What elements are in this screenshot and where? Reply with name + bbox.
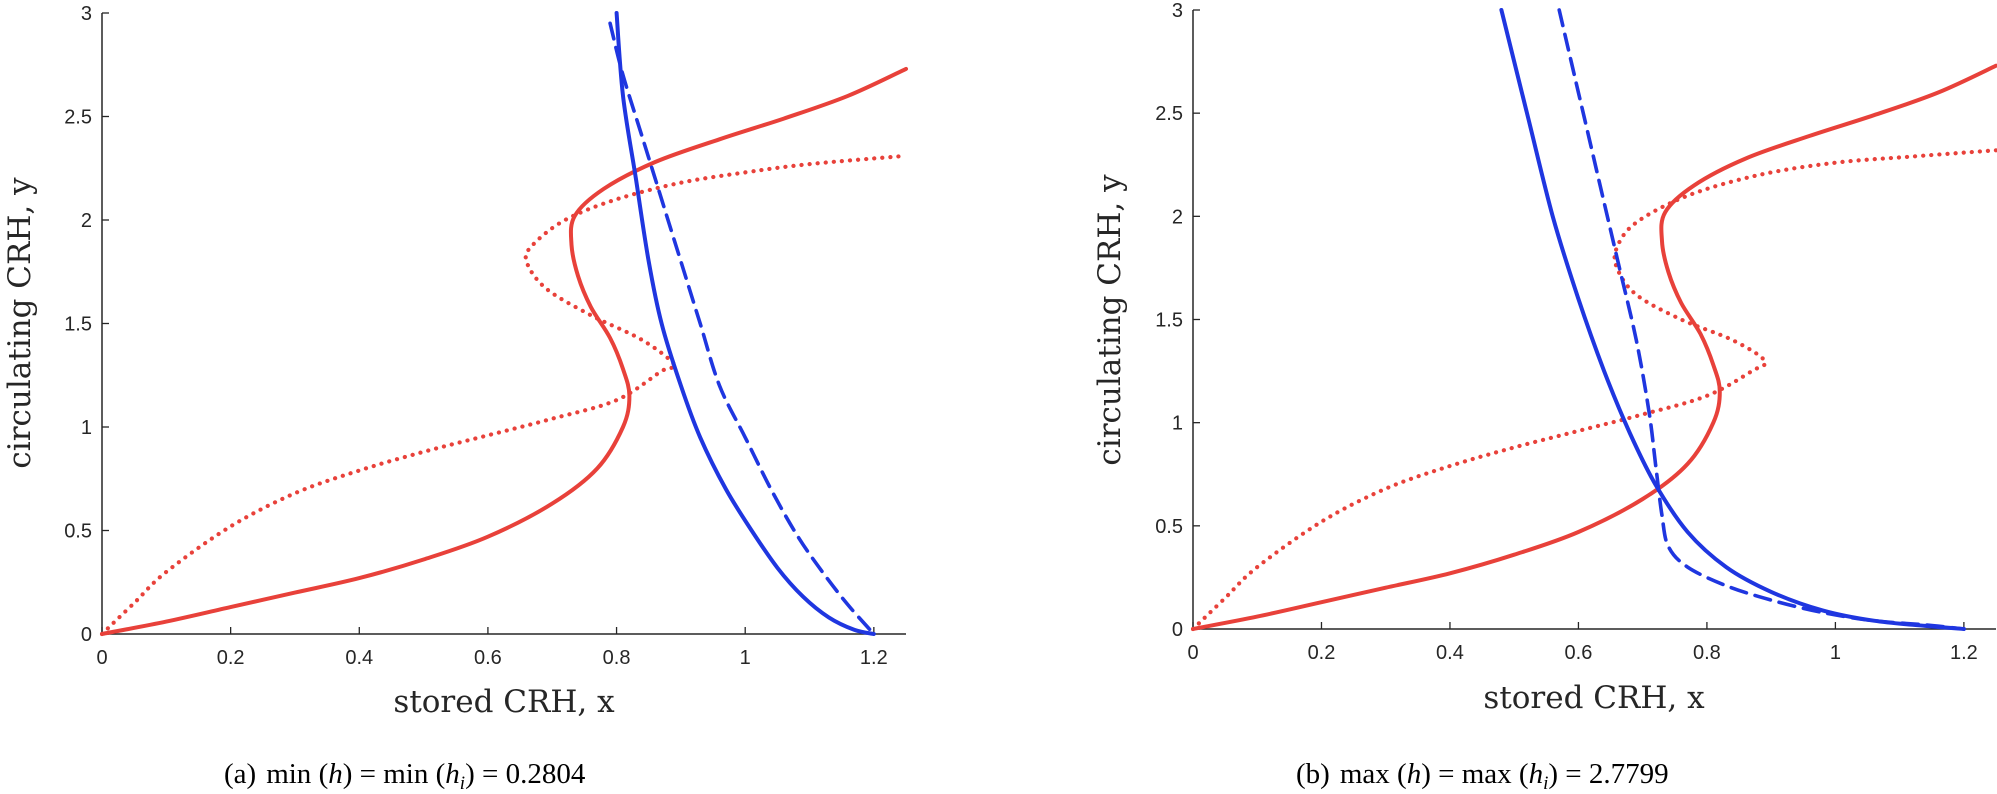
panel-a-x-label: stored CRH, x <box>393 684 615 720</box>
panel-b-x-tick-label: 0 <box>1187 642 1198 664</box>
panel-b-x-tick-label: 0.4 <box>1436 642 1464 664</box>
panel-b-series-solid-red <box>1191 63 1997 631</box>
panel-b-x-ticks: 0 0.2 0.4 0.6 0.8 1 1.2 <box>1187 622 1978 664</box>
panel-b-series-dashed-blue <box>1557 8 1966 631</box>
panel-a-x-tick-label: 0.2 <box>217 647 245 669</box>
panel-b-x-label: stored CRH, x <box>1483 680 1705 716</box>
panel-b-x-tick-label: 1 <box>1830 642 1841 664</box>
panel-a-y-tick-label: 2.5 <box>64 107 92 129</box>
panel-a-y-tick-label: 0.5 <box>64 521 92 543</box>
panel-a-y-ticks: 0 0.5 1 1.5 2 2.5 3 <box>64 3 109 646</box>
panel-b-caption-prefix: (b) <box>1296 758 1330 790</box>
panel-b-y-tick-label: 2.5 <box>1155 103 1183 125</box>
panel-a-y-label: circulating CRH, y <box>2 177 38 469</box>
panel-b-y-tick-label: 2 <box>1172 206 1183 228</box>
panel-b-x-tick-label: 0.8 <box>1693 642 1721 664</box>
panel-a-x-tick-label: 0.4 <box>345 647 373 669</box>
panel-a-y-tick-label: 1 <box>81 417 92 439</box>
panel-b-x-tick-label: 0.6 <box>1565 642 1593 664</box>
panel-b-y-label: circulating CRH, y <box>1092 174 1128 466</box>
panel-b: 0 0.2 0.4 0.6 0.8 1 1.2 0 0.5 1 1.5 2 2.5 3 stored C… <box>1092 0 1997 794</box>
panel-b-y-tick-label: 0.5 <box>1155 516 1183 538</box>
panel-a-y-tick-label: 0 <box>81 624 92 646</box>
panel-a-x-tick-label: 0 <box>96 647 107 669</box>
panel-b-series-dotted-red <box>1190 148 1997 632</box>
panel-a-caption-prefix: (a) <box>224 758 256 790</box>
panel-a-x-tick-label: 0.6 <box>474 647 502 669</box>
panel-a-series-dashed-blue <box>608 21 876 636</box>
panel-b-series <box>1190 8 1997 632</box>
panel-b-x-tick-label: 1.2 <box>1950 642 1978 664</box>
panel-a-y-tick-label: 3 <box>81 3 92 25</box>
panel-b-y-tick-label: 0 <box>1172 619 1183 641</box>
panel-b-y-ticks: 0 0.5 1 1.5 2 2.5 3 <box>1155 0 1200 641</box>
panel-a-series <box>99 11 909 637</box>
panel-a-x-tick-label: 1 <box>740 647 751 669</box>
panel-b-caption-value: 2.7799 <box>1589 758 1669 790</box>
panel-b-x-tick-label: 0.2 <box>1308 642 1336 664</box>
panel-a-x-ticks: 0 0.2 0.4 0.6 0.8 1 1.2 <box>96 627 888 669</box>
panel-a-caption: (a) min (h) = min (hi) = 0.2804 <box>224 758 586 794</box>
panel-b-y-tick-label: 1 <box>1172 413 1183 435</box>
panel-a-y-tick-label: 2 <box>81 210 92 232</box>
panel-a-x-tick-label: 1.2 <box>860 647 888 669</box>
panel-a-y-tick-label: 1.5 <box>64 314 92 336</box>
panel-a-series-dotted-red <box>99 153 909 637</box>
panel-b-y-tick-label: 3 <box>1172 0 1183 22</box>
panel-a-x-tick-label: 0.8 <box>603 647 631 669</box>
panel-a-series-solid-red <box>100 66 908 636</box>
panel-a-caption-value: 0.2804 <box>506 758 586 790</box>
panel-b-y-tick-label: 1.5 <box>1155 310 1183 332</box>
panel-a-series-solid-blue <box>614 11 876 636</box>
panel-b-caption: (b) max (h) = max (hi) = 2.7799 <box>1296 758 1669 794</box>
panel-a: 0 0.2 0.4 0.6 0.8 1 1.2 0 0.5 1 1.5 2 2.5 3 stored C… <box>2 3 909 794</box>
